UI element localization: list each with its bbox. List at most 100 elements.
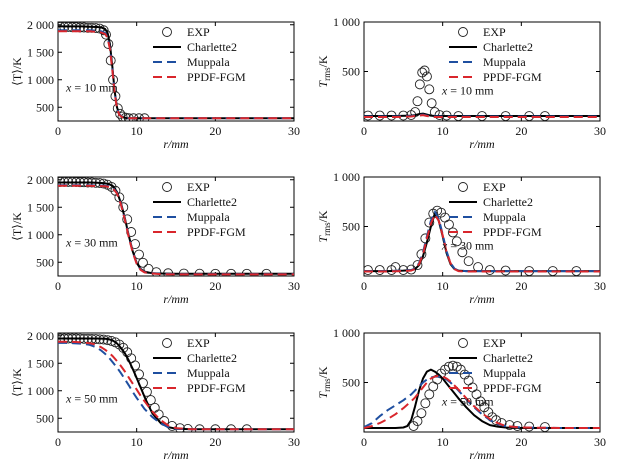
exp-marker	[416, 408, 427, 419]
y-tick-label: 500	[36, 411, 54, 425]
y-tick-label: 1 000	[333, 15, 360, 29]
annotation-position: x = 10 mm	[441, 83, 494, 97]
x-tick-label: 30	[288, 124, 300, 138]
exp-marker	[410, 107, 421, 118]
plot-frame	[57, 332, 295, 433]
annotation-position: x = 30 mm	[65, 235, 118, 249]
exp-marker	[455, 364, 466, 375]
legend-label: EXP	[187, 25, 210, 39]
x-tick-label: 0	[55, 124, 61, 138]
legend-marker-exp	[162, 27, 172, 37]
x-tick-label: 20	[209, 279, 221, 293]
annotation-position: x = 30 mm	[441, 238, 494, 252]
x-tick-label: 20	[209, 435, 221, 449]
exp-marker	[420, 233, 431, 244]
exp-marker	[374, 265, 385, 276]
plot-frame	[57, 176, 295, 277]
y-axis-label: Trms/K	[316, 55, 332, 88]
chart-panel-rms-10: 0 10 20 30 500 1 000 r/mm Trms/K x = 10 mm EXPCha…	[316, 15, 606, 151]
exp-marker	[424, 389, 435, 400]
series-line-charlette2	[58, 25, 294, 120]
exp-marker	[444, 219, 454, 230]
x-tick-label: 30	[288, 435, 300, 449]
exp-marker	[444, 361, 454, 372]
legend-marker-exp	[162, 338, 172, 348]
exp-marker	[419, 65, 430, 76]
x-tick-label: 30	[594, 279, 606, 293]
exp-marker	[138, 257, 148, 268]
series-line-muppala	[364, 375, 600, 429]
series-layer	[364, 205, 600, 276]
annotation-position: x = 50 mm	[441, 394, 494, 408]
legend-label: Charlette2	[483, 351, 533, 365]
exp-marker	[421, 71, 432, 82]
series-layer	[58, 333, 294, 432]
exp-marker	[408, 421, 419, 432]
exp-marker	[414, 79, 425, 90]
series-layer	[58, 177, 294, 276]
series-line-ppdf-fgm	[58, 30, 294, 120]
y-tick-label: 2 000	[27, 18, 54, 32]
y-tick-label: 1 500	[27, 200, 54, 214]
y-tick-label: 1 500	[27, 45, 54, 59]
series-layer	[364, 360, 600, 432]
x-tick-label: 10	[437, 279, 449, 293]
annotation-position: x = 10 mm	[65, 80, 118, 94]
series-line-ppdf-fgm	[364, 114, 600, 118]
legend-label: PPDF-FGM	[187, 70, 246, 84]
legend-label: EXP	[483, 336, 506, 350]
annotation-position: x = 50 mm	[65, 391, 118, 405]
y-tick-label: 500	[342, 65, 360, 79]
chart-panel-rms-30: 0 10 20 30 500 1 000 r/mm Trms/K x = 30 mm EXPCha…	[316, 170, 606, 306]
x-tick-label: 30	[594, 124, 606, 138]
exp-marker	[428, 381, 439, 392]
exp-marker	[426, 98, 437, 109]
legend-label: EXP	[187, 336, 210, 350]
legend-label: Muppala	[483, 210, 526, 224]
chart-panel-mean-50: 0 10 20 30 500 1 000 1 500 2 000 r/mm ⟨T⟩/K x = 50…	[10, 329, 300, 462]
x-tick-label: 0	[361, 279, 367, 293]
plot-frame	[363, 176, 601, 277]
legend-label: Muppala	[187, 366, 230, 380]
legend-label: PPDF-FGM	[483, 70, 542, 84]
plot-frame	[363, 332, 601, 433]
exp-marker	[412, 416, 423, 427]
y-tick-label: 500	[36, 255, 54, 269]
legend-label: PPDF-FGM	[187, 381, 246, 395]
exp-marker	[114, 339, 125, 350]
y-tick-label: 2 000	[27, 173, 54, 187]
x-axis-label: r/mm	[163, 292, 189, 306]
legend-marker-exp	[162, 182, 172, 192]
legend-label: PPDF-FGM	[483, 381, 542, 395]
y-tick-label: 1 000	[27, 384, 54, 398]
x-tick-label: 10	[131, 435, 143, 449]
x-tick-label: 20	[515, 279, 527, 293]
x-tick-label: 0	[361, 435, 367, 449]
series-line-ppdf-fgm	[364, 213, 600, 273]
y-axis-label: ⟨T⟩/K	[10, 368, 24, 397]
legend-label: EXP	[483, 180, 506, 194]
y-axis-label: Trms/K	[316, 210, 332, 243]
exp-marker	[479, 402, 490, 413]
y-tick-label: 500	[36, 100, 54, 114]
x-tick-label: 0	[55, 435, 61, 449]
chart-panel-rms-50: 0 10 20 30 500 1 000 r/mm Trms/K x = 50 mm EXPCha…	[316, 326, 606, 462]
series-line-muppala	[58, 341, 294, 431]
series-line-charlette2	[58, 181, 294, 275]
x-tick-label: 10	[131, 124, 143, 138]
x-tick-label: 30	[594, 435, 606, 449]
legend-marker-exp	[458, 182, 468, 192]
exp-marker	[364, 265, 373, 276]
legend-label: EXP	[483, 25, 506, 39]
exp-marker	[447, 360, 458, 371]
y-tick-label: 1 500	[27, 356, 54, 370]
y-tick-label: 2 000	[27, 329, 54, 343]
x-tick-label: 30	[288, 279, 300, 293]
legend-label: Muppala	[187, 55, 230, 69]
legend-label: Muppala	[483, 55, 526, 69]
legend-label: PPDF-FGM	[187, 225, 246, 239]
legend-label: Charlette2	[187, 195, 237, 209]
exp-marker	[122, 214, 133, 225]
x-tick-label: 20	[515, 124, 527, 138]
